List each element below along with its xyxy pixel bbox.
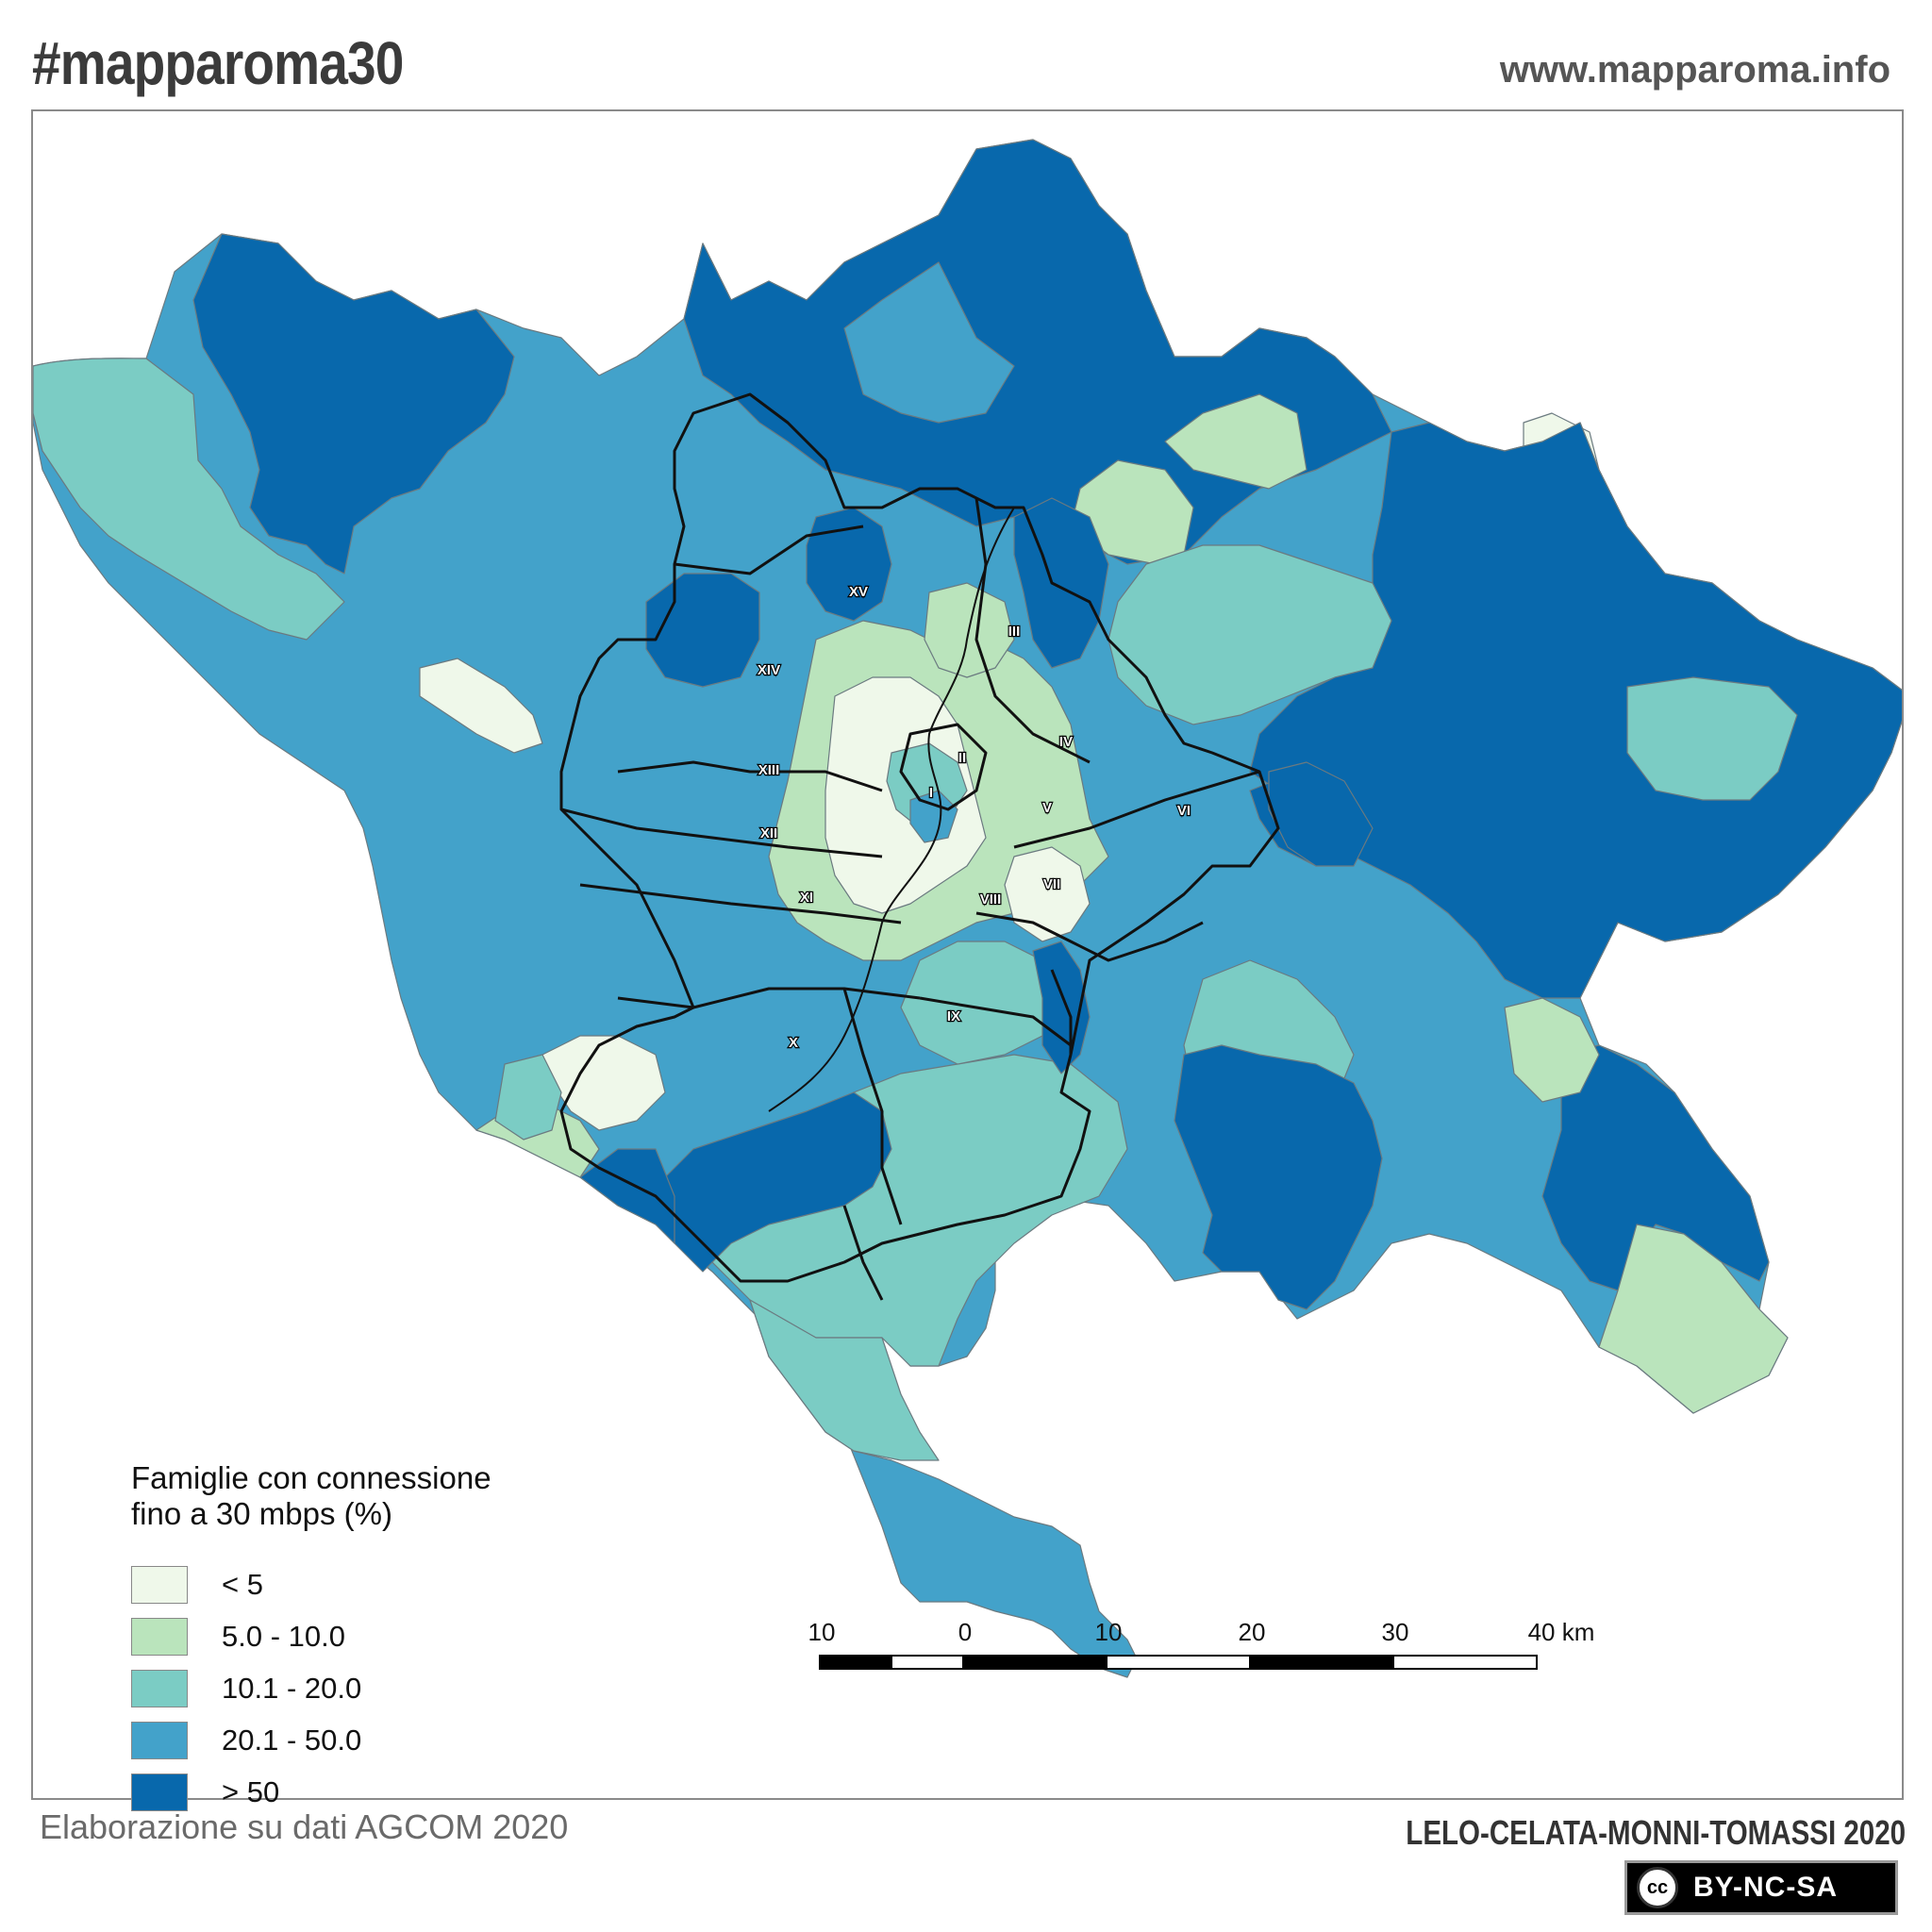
map-legend: Famiglie con connessione fino a 30 mbps … (131, 1460, 491, 1818)
label-municipio-xiv: XIV (758, 662, 780, 678)
legend-title-line-2: fino a 30 mbps (%) (131, 1496, 392, 1531)
boundary-xiv-xiii (617, 760, 883, 792)
area-ostia-lighter (541, 1035, 666, 1131)
scale-label-0: 0 (958, 1618, 972, 1646)
area-southeast-dark (1174, 1044, 1383, 1310)
rome-map: I II III IV V VI VII VIII IX X XI XII XI… (33, 139, 1902, 1678)
label-municipio-i: I (929, 785, 933, 801)
boundary-iv-v (1013, 770, 1260, 849)
area-east-teal (1626, 676, 1798, 801)
label-municipio-xi: XI (800, 890, 813, 906)
scale-seg-6 (1392, 1655, 1538, 1670)
boundary-outer-urban (559, 392, 1280, 1283)
legend-item: 10.1 - 20.0 (131, 1662, 491, 1714)
scale-label-40-km: 40 km (1528, 1618, 1595, 1646)
legend-title: Famiglie con connessione fino a 30 mbps … (131, 1460, 491, 1532)
map-areas (33, 139, 1902, 1678)
boundary-iii-iv (974, 497, 1091, 764)
cc-license-text: BY-NC-SA (1693, 1872, 1839, 1903)
legend-label: < 5 (222, 1567, 263, 1601)
label-municipio-vi: VI (1177, 803, 1191, 819)
legend-items: < 5 5.0 - 10.0 10.1 - 20.0 20.1 - 50.0 >… (131, 1558, 491, 1818)
boundary-ix-viii (919, 996, 1072, 1047)
label-municipio-ix: IX (947, 1008, 960, 1024)
legend-item: 20.1 - 50.0 (131, 1714, 491, 1766)
boundary-xv-xiv (674, 525, 864, 575)
boundary-vii-ix (1050, 969, 1073, 1055)
legend-label: 5.0 - 10.0 (222, 1619, 345, 1653)
legend-item: > 50 (131, 1766, 491, 1818)
area-southeast-light-patch (1504, 997, 1600, 1103)
scale-seg-2 (891, 1655, 964, 1670)
legend-label: 10.1 - 20.0 (222, 1671, 362, 1705)
boundary-v-vii (975, 911, 1204, 962)
scale-seg-1 (819, 1655, 892, 1670)
label-municipio-x: X (789, 1035, 798, 1051)
area-ix-dark-strip (1032, 941, 1091, 1074)
area-north-medium (843, 261, 1015, 424)
map-frame: I II III IV V VI VII VIII IX X XI XII XI… (31, 109, 1904, 1811)
label-municipio-xiii: XIII (758, 762, 780, 778)
map-hashtag-title: #mapparoma30 (32, 29, 404, 97)
boundary-ix-x-south (842, 1205, 884, 1301)
label-municipio-ii: II (958, 750, 966, 766)
boundary-xiii-xii (560, 808, 883, 858)
legend-label: 20.1 - 50.0 (222, 1723, 362, 1757)
legend-swatch (131, 1773, 188, 1811)
legend-label: > 50 (222, 1774, 280, 1808)
legend-title-line-1: Famiglie con connessione (131, 1460, 491, 1495)
scale-label-10: 10 (1095, 1618, 1123, 1646)
cc-icon: cc (1637, 1867, 1678, 1908)
scale-seg-3 (962, 1655, 1108, 1670)
area-northeast-light (1164, 393, 1307, 490)
municipio-labels: I II III IV V VI VII VIII IX X XI XII XI… (757, 583, 1192, 1052)
scale-seg-4 (1106, 1655, 1251, 1670)
label-municipio-xii: XII (760, 825, 777, 841)
area-ostia-teal (494, 1054, 562, 1141)
area-xv-dark (806, 507, 892, 622)
area-south-coast-teal-2 (749, 1299, 940, 1461)
legend-swatch (131, 1565, 188, 1604)
area-northwest-light (419, 658, 543, 754)
boundary-x-ix (842, 988, 903, 1225)
boundary-center-ring (899, 723, 988, 811)
area-south-dark (655, 1091, 892, 1273)
legend-swatch (131, 1617, 188, 1656)
scale-label-10-left: 10 (808, 1618, 836, 1646)
authors-credit: LELO-CELATA-MONNI-TOMASSI 2020 (1406, 1813, 1906, 1852)
label-municipio-xv: XV (849, 584, 868, 600)
tiber-river (768, 507, 1015, 1112)
label-municipio-iii: III (1008, 624, 1021, 640)
label-municipio-iv: IV (1059, 734, 1073, 750)
scale-seg-5 (1249, 1655, 1394, 1670)
scale-label-20: 20 (1239, 1618, 1266, 1646)
area-central-east-teal (1108, 544, 1392, 725)
area-east-dark (1249, 422, 1902, 999)
scale-label-30: 30 (1382, 1618, 1409, 1646)
legend-swatch (131, 1669, 188, 1707)
boundary-xi-x (617, 987, 921, 1009)
label-municipio-viii: VIII (980, 891, 1002, 908)
legend-swatch (131, 1721, 188, 1759)
municipio-boundaries (559, 392, 1280, 1301)
cc-license-badge: cc BY-NC-SA (1624, 1860, 1898, 1915)
boundary-xii-xi (579, 883, 902, 924)
area-west-coast (33, 358, 345, 641)
area-south-dark-2 (579, 1148, 675, 1244)
area-core-south-lightest (1004, 846, 1091, 942)
area-far-southeast-light (1598, 1224, 1789, 1414)
legend-item: 5.0 - 10.0 (131, 1610, 491, 1662)
data-source-note: Elaborazione su dati AGCOM 2020 (40, 1807, 569, 1846)
label-municipio-v: V (1042, 800, 1052, 816)
legend-item: < 5 (131, 1558, 491, 1610)
label-municipio-vii: VII (1043, 876, 1060, 892)
area-northwest-dark (192, 233, 515, 575)
scale-bar: 10 0 10 20 30 40 km (808, 1618, 1595, 1670)
area-xiv-dark (645, 573, 760, 688)
website-url: www.mapparoma.info (1499, 49, 1890, 91)
